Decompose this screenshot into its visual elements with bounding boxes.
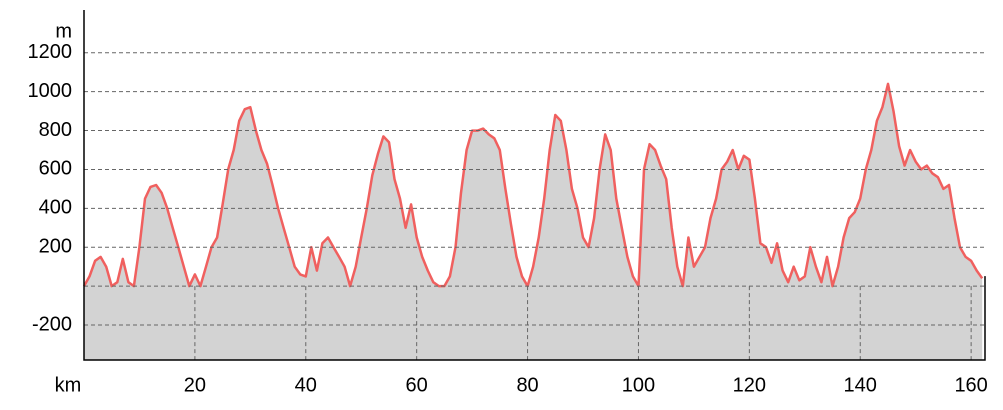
- x-tick-label: 100: [622, 374, 655, 396]
- y-tick-label: 400: [39, 197, 72, 219]
- y-tick-label: 800: [39, 119, 72, 141]
- axis-frame: [83, 10, 986, 361]
- y-unit: m: [55, 20, 72, 42]
- line: [82, 82, 984, 288]
- x-tick-label: 20: [184, 374, 206, 396]
- y-tick-label: 600: [39, 158, 72, 180]
- x-tick-label: 60: [406, 374, 428, 396]
- x-tick-label: 120: [733, 374, 766, 396]
- x-tick-label: 40: [295, 374, 317, 396]
- x-tick-label: 160: [954, 374, 987, 396]
- y-tick-label: 1200: [28, 41, 73, 63]
- area: [84, 83, 983, 361]
- y-tick-label: 200: [39, 236, 72, 258]
- x-tick-label: 140: [844, 374, 877, 396]
- x-tick-label: 80: [516, 374, 538, 396]
- y-tick-label: 1000: [28, 80, 73, 102]
- y-tick-label: -200: [32, 313, 72, 335]
- x-unit: km: [55, 374, 82, 396]
